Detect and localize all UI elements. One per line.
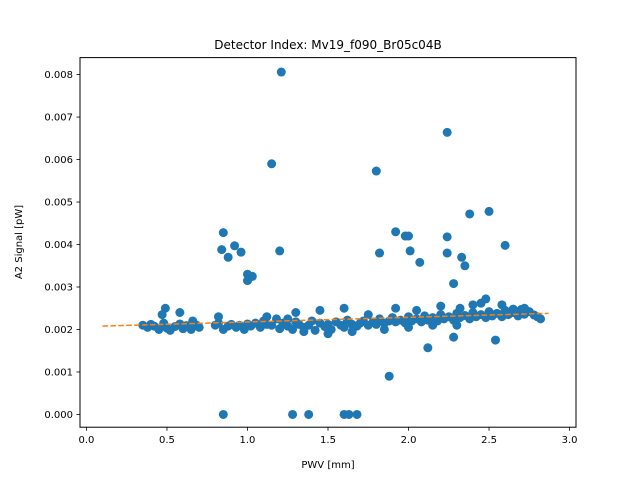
- data-point: [213, 312, 223, 322]
- data-point: [352, 409, 362, 419]
- data-point: [460, 261, 470, 271]
- data-point: [536, 314, 546, 324]
- x-tick-label: 0.5: [159, 435, 175, 446]
- data-point: [217, 245, 227, 255]
- data-point: [449, 332, 459, 342]
- data-point: [339, 303, 349, 313]
- data-point: [428, 320, 438, 330]
- data-point: [508, 304, 518, 314]
- data-point: [468, 300, 478, 310]
- data-point: [379, 324, 389, 334]
- data-point: [497, 300, 507, 310]
- y-tick-label: 0.002: [44, 325, 73, 336]
- x-tick-label: 2.0: [401, 435, 417, 446]
- x-tick-label: 1.5: [320, 435, 336, 446]
- data-point: [299, 327, 309, 337]
- data-point: [283, 314, 293, 324]
- data-point: [242, 276, 252, 286]
- data-point: [315, 305, 325, 315]
- data-point: [304, 409, 314, 419]
- y-tick-label: 0.008: [44, 70, 73, 81]
- data-point: [519, 303, 529, 313]
- data-point: [262, 312, 272, 322]
- data-point: [455, 303, 465, 313]
- plot-layer: [102, 67, 549, 419]
- data-point: [236, 247, 246, 257]
- chart-title: Detector Index: Mv19_f090_Br05c04B: [214, 38, 441, 52]
- data-point: [175, 308, 185, 317]
- y-tick-label: 0.005: [44, 198, 73, 209]
- data-point: [218, 228, 228, 238]
- y-tick-label: 0.004: [44, 240, 73, 251]
- data-point: [339, 322, 349, 332]
- data-point: [230, 241, 240, 251]
- data-point: [267, 159, 277, 169]
- x-tick-label: 1.0: [240, 435, 256, 446]
- data-point: [405, 246, 415, 256]
- data-point: [347, 327, 357, 337]
- x-tick-label: 3.0: [562, 435, 578, 446]
- ticks-layer: 0.0 0.5 1.0 1.5 2.0 2.5 3.0 0.000 0.001 0.002 0.00…: [44, 70, 577, 446]
- y-tick-label: 0.001: [44, 367, 73, 378]
- fit-line: [102, 312, 549, 327]
- data-point: [384, 371, 394, 381]
- data-point: [267, 320, 277, 330]
- data-point: [442, 232, 452, 242]
- data-point: [412, 305, 422, 315]
- data-point: [404, 322, 414, 332]
- x-tick-label: 0.0: [78, 435, 94, 446]
- data-point: [275, 246, 285, 256]
- data-point: [452, 320, 462, 330]
- data-point: [310, 325, 320, 335]
- data-point: [481, 294, 491, 304]
- data-point: [442, 248, 452, 258]
- data-point: [484, 206, 494, 216]
- data-point: [457, 252, 467, 262]
- data-point: [323, 329, 333, 339]
- x-axis-label: PWV [mm]: [301, 460, 354, 471]
- data-point: [276, 67, 286, 77]
- data-point: [371, 166, 381, 176]
- data-point: [375, 248, 385, 258]
- data-point: [490, 335, 500, 345]
- y-tick-label: 0.006: [44, 155, 73, 166]
- data-point: [218, 409, 228, 419]
- x-tick-label: 2.5: [481, 435, 497, 446]
- data-point: [344, 409, 354, 419]
- data-point: [449, 279, 459, 289]
- data-point: [391, 303, 401, 313]
- data-point: [465, 209, 475, 219]
- data-point: [442, 127, 452, 137]
- data-point: [307, 316, 317, 326]
- data-point: [288, 324, 298, 334]
- y-tick-label: 0.003: [44, 283, 73, 294]
- data-point: [415, 257, 425, 267]
- data-point: [404, 231, 414, 241]
- y-tick-label: 0.007: [44, 113, 73, 124]
- data-point: [154, 324, 164, 334]
- data-point: [194, 322, 204, 332]
- data-point: [363, 310, 373, 320]
- data-point: [436, 301, 446, 311]
- data-point: [160, 303, 170, 313]
- data-point: [223, 252, 233, 262]
- data-point: [391, 227, 401, 237]
- data-point: [291, 308, 301, 317]
- data-point: [500, 240, 510, 250]
- y-tick-label: 0.000: [44, 410, 73, 421]
- data-point: [288, 409, 298, 419]
- y-axis-label: A2 Signal [pW]: [14, 205, 25, 279]
- data-point: [423, 343, 433, 353]
